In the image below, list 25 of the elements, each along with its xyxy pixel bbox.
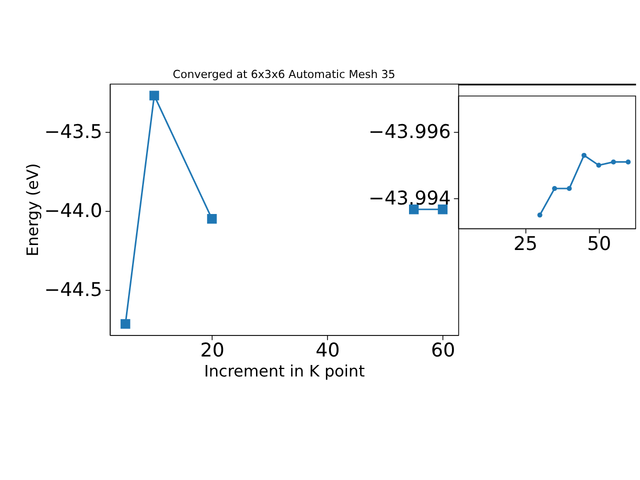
x-tick-label: 25 bbox=[513, 233, 538, 256]
y-axis-title: Energy (eV) bbox=[22, 163, 42, 256]
point bbox=[566, 186, 572, 191]
point bbox=[552, 186, 558, 191]
point bbox=[610, 159, 616, 164]
point bbox=[537, 212, 542, 218]
point bbox=[582, 152, 587, 158]
point bbox=[409, 204, 419, 214]
y-tick-label: −43.5 bbox=[44, 120, 102, 143]
point bbox=[596, 162, 602, 168]
x-tick-label: 20 bbox=[200, 340, 224, 362]
x-axis-title: Increment in K point bbox=[204, 361, 365, 380]
x-tick-label: 50 bbox=[587, 233, 612, 256]
point bbox=[120, 319, 130, 329]
y-tick-label: −43.994 bbox=[368, 187, 451, 210]
y-tick-label: −44.5 bbox=[44, 278, 102, 301]
point bbox=[207, 214, 217, 224]
x-tick-label: 40 bbox=[316, 340, 340, 362]
chart-title: Converged at 6x3x6 Automatic Mesh 35 bbox=[172, 68, 396, 82]
point bbox=[438, 204, 448, 214]
point bbox=[626, 159, 631, 164]
y-tick-label: −44.0 bbox=[44, 200, 102, 222]
y-tick-label: −43.996 bbox=[368, 121, 451, 144]
point bbox=[149, 90, 160, 100]
x-tick-label: 60 bbox=[431, 340, 456, 362]
